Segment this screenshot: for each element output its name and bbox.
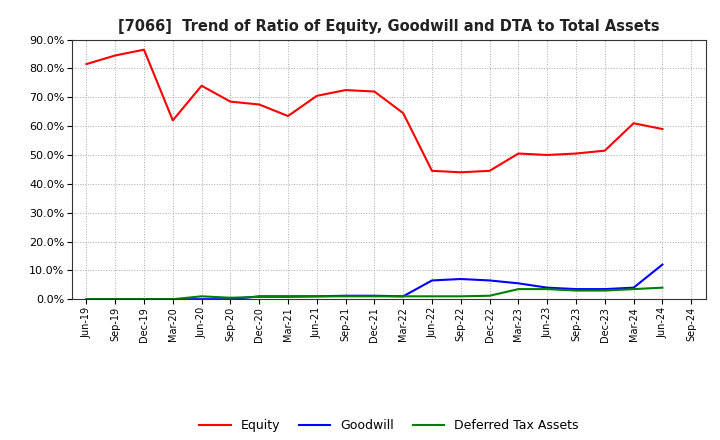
Goodwill [428,278,436,283]
Equity [255,102,264,107]
Goodwill [456,276,465,282]
Goodwill [168,297,177,302]
Deferred Tax Assets [485,293,494,298]
Equity [658,126,667,132]
Deferred Tax Assets [312,293,321,299]
Goodwill [255,293,264,299]
Deferred Tax Assets [456,293,465,299]
Goodwill [111,297,120,302]
Deferred Tax Assets [226,295,235,301]
Deferred Tax Assets [111,297,120,302]
Goodwill [370,293,379,298]
Deferred Tax Assets [600,288,609,293]
Deferred Tax Assets [341,293,350,299]
Deferred Tax Assets [140,297,148,302]
Deferred Tax Assets [629,286,638,292]
Equity [341,88,350,93]
Equity [82,62,91,67]
Deferred Tax Assets [255,294,264,300]
Equity [284,114,292,119]
Goodwill [341,293,350,298]
Goodwill [514,281,523,286]
Equity [428,168,436,173]
Line: Deferred Tax Assets: Deferred Tax Assets [86,288,662,299]
Deferred Tax Assets [168,297,177,302]
Equity [399,110,408,116]
Deferred Tax Assets [197,293,206,299]
Equity [370,89,379,94]
Goodwill [197,297,206,302]
Equity [572,151,580,156]
Equity [629,121,638,126]
Goodwill [312,293,321,299]
Equity [514,151,523,156]
Deferred Tax Assets [514,286,523,292]
Deferred Tax Assets [543,286,552,292]
Equity [312,93,321,99]
Goodwill [572,286,580,292]
Line: Goodwill: Goodwill [86,264,662,299]
Deferred Tax Assets [428,293,436,299]
Deferred Tax Assets [284,294,292,300]
Title: [7066]  Trend of Ratio of Equity, Goodwill and DTA to Total Assets: [7066] Trend of Ratio of Equity, Goodwil… [118,19,660,34]
Deferred Tax Assets [399,293,408,299]
Equity [456,170,465,175]
Goodwill [284,293,292,299]
Equity [168,118,177,123]
Equity [111,53,120,58]
Legend: Equity, Goodwill, Deferred Tax Assets: Equity, Goodwill, Deferred Tax Assets [194,414,583,437]
Goodwill [543,285,552,290]
Goodwill [629,285,638,290]
Equity [197,83,206,88]
Equity [485,168,494,173]
Goodwill [485,278,494,283]
Deferred Tax Assets [82,297,91,302]
Deferred Tax Assets [658,285,667,290]
Equity [140,47,148,52]
Deferred Tax Assets [572,288,580,293]
Goodwill [226,297,235,302]
Line: Equity: Equity [86,50,662,172]
Goodwill [399,293,408,299]
Equity [226,99,235,104]
Deferred Tax Assets [370,293,379,299]
Equity [543,152,552,158]
Equity [600,148,609,153]
Goodwill [600,286,609,292]
Goodwill [82,297,91,302]
Goodwill [658,262,667,267]
Goodwill [140,297,148,302]
